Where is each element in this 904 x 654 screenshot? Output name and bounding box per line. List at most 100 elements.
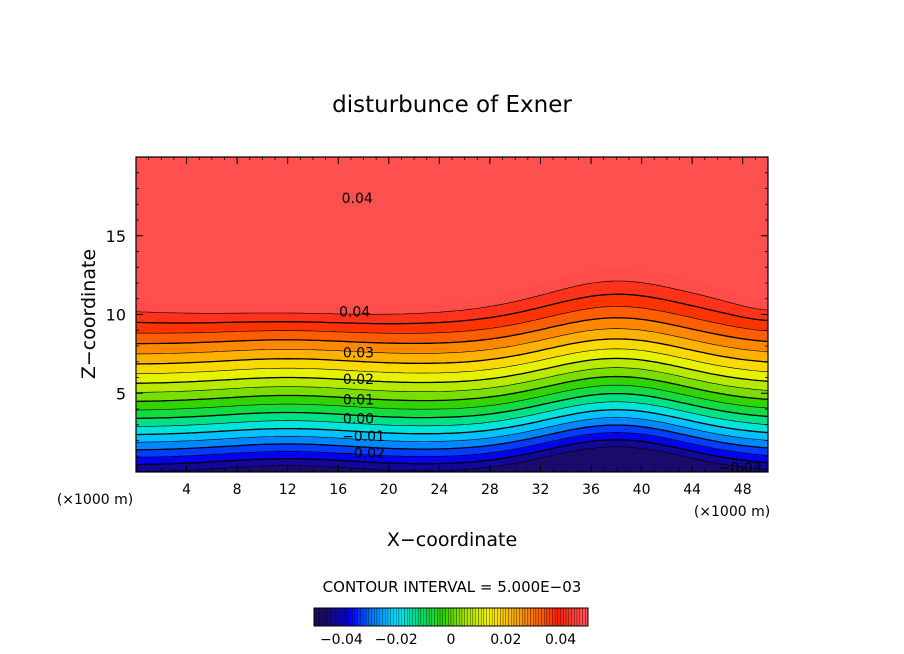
chart-title: disturbunce of Exner bbox=[332, 92, 572, 118]
colorbar-cell bbox=[428, 607, 432, 627]
contour-line bbox=[136, 357, 768, 384]
colorbar-cell bbox=[464, 607, 468, 627]
colorbar-cell bbox=[527, 607, 531, 627]
colorbar-cell bbox=[404, 607, 408, 627]
colorbar-gradient bbox=[313, 607, 589, 627]
contour-line bbox=[136, 424, 768, 451]
colorbar-cell bbox=[442, 607, 446, 627]
colorbar-cell bbox=[571, 607, 575, 627]
colorbar-cell bbox=[426, 607, 430, 627]
colorbar-cell bbox=[470, 607, 474, 627]
colorbar-cell bbox=[434, 607, 438, 627]
colorbar-cell bbox=[335, 607, 339, 627]
colorbar-cell bbox=[461, 607, 465, 627]
colorbar-cell bbox=[494, 607, 498, 627]
contour-line bbox=[136, 384, 768, 411]
colorbar-cell bbox=[448, 607, 452, 627]
contour-line bbox=[136, 392, 768, 420]
x-axis-label: X−coordinate bbox=[387, 529, 517, 551]
colorbar-cell bbox=[478, 607, 482, 627]
colorbar-cell bbox=[390, 607, 394, 627]
x-tick-label: 48 bbox=[734, 482, 752, 498]
x-tick-label: 16 bbox=[329, 482, 347, 498]
colorbar-cell bbox=[412, 607, 416, 627]
colorbar-cell bbox=[423, 607, 427, 627]
colorbar-cell bbox=[491, 607, 495, 627]
colorbar-cell bbox=[538, 607, 542, 627]
colorbar-cell bbox=[363, 607, 367, 627]
colorbar-cell bbox=[483, 607, 487, 627]
x-tick-label: 28 bbox=[481, 482, 499, 498]
colorbar-cell bbox=[415, 607, 419, 627]
colorbar-cell bbox=[319, 607, 323, 627]
colorbar-cell bbox=[557, 607, 561, 627]
colorbar-cell bbox=[552, 607, 556, 627]
contour-label: 0.02 bbox=[343, 372, 374, 388]
contour-line bbox=[136, 417, 768, 443]
colorbar: −0.04 −0.02 0 0.02 0.04 bbox=[313, 607, 589, 648]
contour-label: 0.03 bbox=[343, 345, 374, 361]
contour-line bbox=[136, 293, 768, 325]
heatmap-field bbox=[136, 157, 768, 472]
y-axis-label: Z−coordinate bbox=[78, 249, 100, 379]
colorbar-cell bbox=[544, 607, 548, 627]
x-tick-label: 8 bbox=[233, 482, 242, 498]
colorbar-cell bbox=[349, 607, 353, 627]
colorbar-cell bbox=[365, 607, 369, 627]
colorbar-cell bbox=[439, 607, 443, 627]
colorbar-cell bbox=[574, 607, 578, 627]
colorbar-cell bbox=[530, 607, 534, 627]
plot-area: 0.040.040.030.020.010.00−0.01−0.02−0.03 … bbox=[106, 156, 769, 498]
colorbar-cell bbox=[354, 607, 358, 627]
contour-line bbox=[136, 375, 768, 403]
contour-label: −0.01 bbox=[342, 429, 385, 445]
colorbar-cell bbox=[371, 607, 375, 627]
colorbar-cell bbox=[505, 607, 509, 627]
colorbar-cell bbox=[324, 607, 328, 627]
colorbar-cell bbox=[475, 607, 479, 627]
colorbar-cell bbox=[535, 607, 539, 627]
colorbar-cell bbox=[472, 607, 476, 627]
colorbar-cell bbox=[516, 607, 520, 627]
contour-line bbox=[136, 367, 768, 393]
colorbar-cell bbox=[467, 607, 471, 627]
y-tick-label: 15 bbox=[106, 227, 126, 246]
colorbar-cell bbox=[560, 607, 564, 627]
contour-label: 0.00 bbox=[343, 411, 374, 427]
colorbar-tick-label: −0.02 bbox=[375, 632, 418, 648]
colorbar-cell bbox=[338, 607, 342, 627]
contour-line bbox=[136, 439, 768, 466]
colorbar-cell bbox=[379, 607, 383, 627]
colorbar-cell bbox=[327, 607, 331, 627]
colorbar-cell bbox=[341, 607, 345, 627]
colorbar-cell bbox=[431, 607, 435, 627]
contour-label: −0.03 bbox=[719, 460, 762, 476]
colorbar-cell bbox=[502, 607, 506, 627]
colorbar-tick-label: 0 bbox=[447, 632, 456, 648]
colorbar-cell bbox=[513, 607, 517, 627]
contour-line bbox=[136, 409, 768, 436]
colorbar-cell bbox=[563, 607, 567, 627]
colorbar-cell bbox=[393, 607, 397, 627]
x-tick-label: 36 bbox=[582, 482, 600, 498]
colorbar-cell bbox=[387, 607, 391, 627]
contour-line bbox=[136, 338, 768, 365]
colorbar-cell bbox=[343, 607, 348, 627]
contour-label: −0.02 bbox=[342, 446, 385, 462]
colorbar-cell bbox=[330, 607, 334, 627]
contour-line bbox=[136, 328, 768, 355]
y-tick-label: 10 bbox=[106, 306, 126, 325]
colorbar-cell bbox=[519, 607, 523, 627]
colorbar-cell bbox=[565, 607, 569, 627]
colorbar-cell bbox=[352, 607, 356, 627]
colorbar-cell bbox=[450, 607, 454, 627]
colorbar-cell bbox=[360, 607, 364, 627]
colorbar-cell bbox=[346, 607, 350, 627]
colorbar-cell bbox=[486, 607, 490, 627]
colorbar-cell bbox=[396, 607, 400, 627]
colorbar-cell bbox=[407, 607, 411, 627]
colorbar-cell bbox=[508, 607, 512, 627]
colorbar-cell bbox=[579, 607, 583, 627]
contour-interval: CONTOUR INTERVAL = 5.000E−03 bbox=[323, 578, 582, 596]
